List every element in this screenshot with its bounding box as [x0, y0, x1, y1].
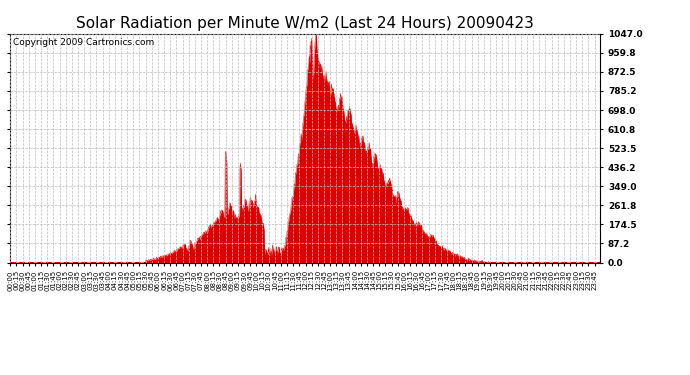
Title: Solar Radiation per Minute W/m2 (Last 24 Hours) 20090423: Solar Radiation per Minute W/m2 (Last 24…: [77, 16, 534, 31]
Text: Copyright 2009 Cartronics.com: Copyright 2009 Cartronics.com: [13, 38, 155, 47]
